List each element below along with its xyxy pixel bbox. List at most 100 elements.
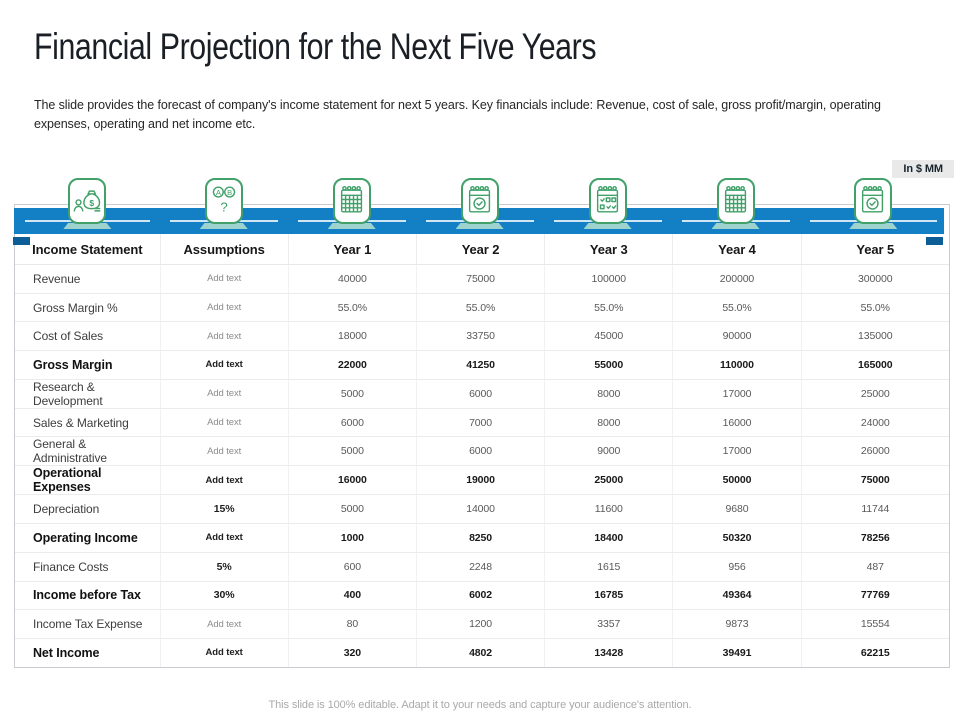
- calendar-grid-icon: [716, 178, 755, 224]
- add-text-placeholder[interactable]: Add text: [160, 264, 289, 294]
- row-label: Gross Margin: [15, 350, 161, 380]
- value-cell: 3357: [544, 609, 674, 639]
- ab-options-icon: A B?: [204, 178, 243, 224]
- value-cell: 50320: [672, 523, 802, 553]
- row-label: Operational Expenses: [15, 465, 161, 496]
- value-cell: 45000: [544, 321, 674, 352]
- value-cell: 19000: [416, 465, 546, 496]
- table-row: Research & Development Add text 5000 6000 80…: [15, 379, 949, 409]
- value-cell: 16000: [288, 465, 417, 496]
- icon-shadow: [199, 223, 248, 229]
- table-row: Income before Tax 30% 400 6002 16785 49364 777…: [15, 581, 949, 611]
- svg-text:$: $: [90, 198, 95, 208]
- value-cell: 1200: [416, 609, 546, 639]
- value-cell: 75000: [416, 264, 546, 294]
- value-cell: 90000: [672, 321, 802, 352]
- icon-cell-5: [672, 178, 800, 238]
- value-cell: 200000: [672, 264, 802, 294]
- value-cell: 2248: [416, 552, 546, 582]
- row-label: Revenue: [15, 264, 161, 294]
- value-cell: 49364: [672, 581, 802, 611]
- value-cell: 77769: [801, 581, 949, 611]
- value-cell: 400: [288, 581, 417, 611]
- value-cell: 16000: [672, 408, 802, 438]
- value-cell: 320: [288, 638, 417, 667]
- column-header-income-statement: Income Statement: [15, 234, 161, 265]
- table-row: Revenue Add text 40000 75000 100000 200000 300…: [15, 264, 949, 294]
- value-cell: 15554: [801, 609, 949, 639]
- icon-cell-3: [416, 178, 544, 238]
- value-cell: 17000: [672, 436, 802, 467]
- value-cell: 8000: [544, 408, 674, 438]
- value-cell: 22000: [288, 350, 417, 380]
- calendar-checklist-icon: [588, 178, 627, 224]
- add-text-placeholder[interactable]: Add text: [160, 293, 289, 323]
- add-text-placeholder[interactable]: Add text: [160, 436, 289, 467]
- value-cell: 135000: [801, 321, 949, 352]
- value-cell: 16785: [544, 581, 674, 611]
- value-cell: 100000: [544, 264, 674, 294]
- value-cell: 41250: [416, 350, 546, 380]
- value-cell: 80: [288, 609, 417, 639]
- value-cell: 39491: [672, 638, 802, 667]
- value-cell: 6002: [416, 581, 546, 611]
- add-text-placeholder[interactable]: Add text: [160, 523, 289, 553]
- icon-shadow: [63, 223, 112, 229]
- slide-description: The slide provides the forecast of compa…: [34, 98, 881, 132]
- row-label: Cost of Sales: [15, 321, 161, 352]
- value-cell: 487: [801, 552, 949, 582]
- page-title: Financial Projection for the Next Five Y…: [34, 26, 597, 67]
- calendar-check-icon: [854, 178, 893, 224]
- svg-text:A: A: [216, 188, 221, 197]
- value-cell: 6000: [416, 436, 546, 467]
- value-cell: 9680: [672, 494, 802, 525]
- row-label: Depreciation: [15, 494, 161, 525]
- value-cell: 18000: [288, 321, 417, 352]
- value-cell: 5000: [288, 494, 417, 525]
- table-row: Depreciation 15% 5000 14000 11600 9680 11744: [15, 494, 949, 525]
- value-cell: 600: [288, 552, 417, 582]
- table-row: Gross Margin Add text 22000 41250 55000 11000…: [15, 350, 949, 380]
- table-row: Finance Costs 5% 600 2248 1615 956 487: [15, 552, 949, 582]
- value-cell: 18400: [544, 523, 674, 553]
- value-cell: 5000: [288, 379, 417, 409]
- value-cell: 25000: [544, 465, 674, 496]
- add-text-placeholder[interactable]: Add text: [160, 321, 289, 352]
- add-text-placeholder[interactable]: Add text: [160, 465, 289, 496]
- value-cell: 8000: [544, 379, 674, 409]
- row-label: Gross Margin %: [15, 293, 161, 323]
- value-cell: 78256: [801, 523, 949, 553]
- add-text-placeholder[interactable]: Add text: [160, 408, 289, 438]
- calendar-check-icon: [460, 178, 499, 224]
- table-row: Sales & Marketing Add text 6000 7000 8000 160…: [15, 408, 949, 438]
- value-cell: 9873: [672, 609, 802, 639]
- table-row: General & Administrative Add text 5000 6000…: [15, 436, 949, 467]
- add-text-placeholder[interactable]: Add text: [160, 350, 289, 380]
- value-cell: 75000: [801, 465, 949, 496]
- value-cell: 6000: [416, 379, 546, 409]
- value-cell: 55.0%: [288, 293, 417, 323]
- value-cell: 62215: [860, 646, 890, 659]
- add-text-placeholder[interactable]: Add text: [160, 638, 289, 667]
- assumption-value: 30%: [160, 581, 289, 611]
- add-text-placeholder[interactable]: Add text: [160, 379, 289, 409]
- icon-cell-6: [800, 178, 948, 238]
- icon-shadow: [583, 223, 632, 229]
- add-text-placeholder[interactable]: Add text: [160, 609, 289, 639]
- value-cell: 8250: [416, 523, 546, 553]
- unit-badge: In $ MM: [892, 160, 954, 178]
- column-icons-row: $ A B?: [15, 178, 949, 238]
- table-row: Income Tax Expense Add text 80 1200 3357 9873…: [15, 609, 949, 639]
- value-cell: 50000: [672, 465, 802, 496]
- value-cell: 14000: [416, 494, 546, 525]
- value-cell: 165000: [801, 350, 949, 380]
- value-cell: 110000: [672, 350, 802, 380]
- value-cell: 1000: [288, 523, 417, 553]
- value-cell: 55.0%: [801, 293, 949, 323]
- icon-cell-4: [544, 178, 672, 238]
- value-cell: 33750: [416, 321, 546, 352]
- icon-cell-0: $: [15, 178, 160, 238]
- editable-note: This slide is 100% editable. Adapt it to…: [268, 699, 692, 711]
